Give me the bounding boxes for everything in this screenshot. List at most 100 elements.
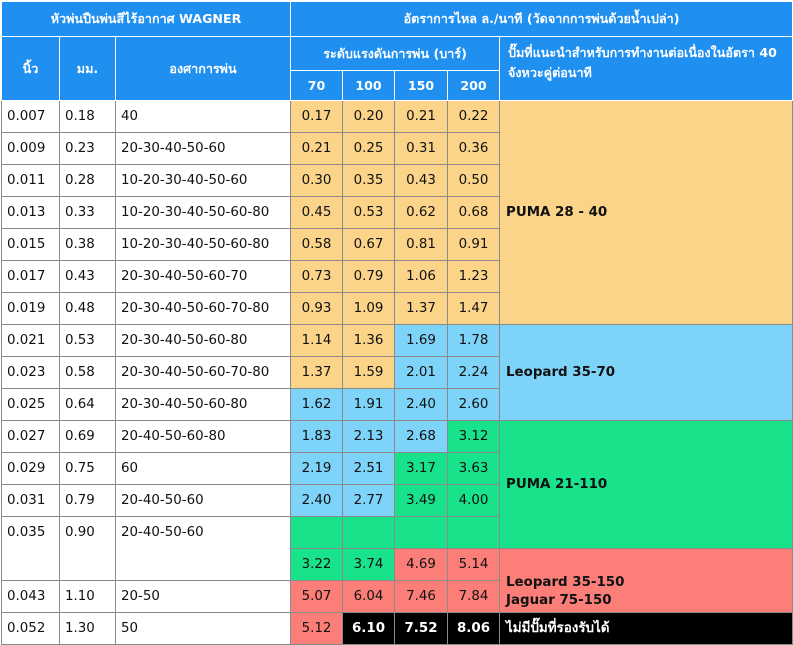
flow-200: 3.63 xyxy=(447,452,501,485)
nozzle-inch: 0.017 xyxy=(1,260,60,293)
nozzle-mm: 0.48 xyxy=(59,292,116,325)
flow-150: 0.43 xyxy=(394,164,449,197)
nozzle-inch: 0.013 xyxy=(1,196,60,229)
flow-200: 2.60 xyxy=(447,388,501,421)
flow-200: 0.22 xyxy=(447,100,501,133)
flow-200: 1.78 xyxy=(447,324,501,357)
flow-100: 1.59 xyxy=(342,356,396,389)
flow-100: 0.25 xyxy=(342,132,396,165)
flow-70: 1.14 xyxy=(290,324,344,357)
flow-70: 1.62 xyxy=(290,388,344,421)
empty-cell xyxy=(394,516,449,549)
col-inch: นิ้ว xyxy=(1,36,60,101)
nozzle-mm: 0.79 xyxy=(59,484,116,517)
spray-angles: 40 xyxy=(114,100,292,133)
flow-70: 3.22 xyxy=(290,548,344,581)
empty-cell xyxy=(447,516,501,549)
nozzle-inch: 0.007 xyxy=(1,100,60,133)
pump-none: ไม่มีปั๊มที่รองรับได้ xyxy=(499,612,793,645)
nozzle-mm: 1.30 xyxy=(59,612,116,645)
spray-angles: 20-30-40-50-60-70 xyxy=(114,260,292,293)
pressure-70: 70 xyxy=(290,70,344,101)
flow-100: 2.51 xyxy=(342,452,396,485)
nozzle-mm: 0.75 xyxy=(59,452,116,485)
nozzle-inch: 0.025 xyxy=(1,388,60,421)
flow-70: 0.17 xyxy=(290,100,344,133)
nozzle-title: หัวพ่นปืนพ่นสีไร้อากาศ WAGNER xyxy=(0,1,292,37)
table-row: 0.052 1.30 50 5.12 6.10 7.52 8.06 ไม่มีป… xyxy=(1,612,793,645)
spray-angles: 10-20-30-40-50-60 xyxy=(114,164,292,197)
spray-angles: 10-20-30-40-50-60-80 xyxy=(114,196,292,229)
nozzle-inch: 0.021 xyxy=(1,324,60,357)
flow-100: 1.36 xyxy=(342,324,396,357)
spray-angles: 20-30-40-50-60-80 xyxy=(114,388,292,421)
flow-70: 0.30 xyxy=(290,164,344,197)
pressure-150: 150 xyxy=(394,70,449,101)
pump-leopard-35-150: Leopard 35-150 xyxy=(506,575,625,590)
empty-cell xyxy=(290,516,344,549)
nozzle-mm: 0.38 xyxy=(59,228,116,261)
flow-100: 0.79 xyxy=(342,260,396,293)
spray-angles: 10-20-30-40-50-60-80 xyxy=(114,228,292,261)
nozzle-inch: 0.019 xyxy=(1,292,60,325)
spray-angles: 60 xyxy=(114,452,292,485)
spray-angles: 20-30-40-50-60-70-80 xyxy=(114,292,292,325)
flow-100: 3.74 xyxy=(342,548,396,581)
flow-100: 0.20 xyxy=(342,100,396,133)
flow-100: 2.77 xyxy=(342,484,396,517)
nozzle-inch: 0.009 xyxy=(1,132,60,165)
flow-150: 2.68 xyxy=(394,420,449,453)
flow-150: 7.52 xyxy=(394,612,449,645)
flow-rate-title: อัตราการไหล ล./นาที (วัดจากการพ่นด้วยน้ำ… xyxy=(290,1,793,37)
flow-150: 7.46 xyxy=(394,580,449,613)
flow-200: 3.12 xyxy=(447,420,501,453)
flow-70: 1.37 xyxy=(290,356,344,389)
flow-100: 6.04 xyxy=(342,580,396,613)
flow-150: 2.40 xyxy=(394,388,449,421)
flow-100: 6.10 xyxy=(342,612,396,645)
flow-200: 0.50 xyxy=(447,164,501,197)
empty-cell xyxy=(342,516,396,549)
table-row: 0.009 0.23 20-30-40-50-60 0.21 0.25 0.31… xyxy=(1,132,793,165)
pump-jaguar-75-150: Jaguar 75-150 xyxy=(506,593,612,608)
flow-70: 0.73 xyxy=(290,260,344,293)
spray-angles: 20-30-40-50-60 xyxy=(114,132,292,165)
nozzle-inch: 0.043 xyxy=(1,580,60,613)
flow-200: 7.84 xyxy=(447,580,501,613)
flow-150: 3.17 xyxy=(394,452,449,485)
pressure-100: 100 xyxy=(342,70,396,101)
table-row: 0.007 0.18 40 0.17 0.20 0.21 0.22 PUMA 2… xyxy=(1,100,793,325)
table-row: 0.013 0.33 10-20-30-40-50-60-80 0.45 0.5… xyxy=(1,196,793,229)
flow-150: 2.01 xyxy=(394,356,449,389)
flow-150: 3.49 xyxy=(394,484,449,517)
flow-150: 0.21 xyxy=(394,100,449,133)
flow-150: 1.06 xyxy=(394,260,449,293)
nozzle-inch: 0.015 xyxy=(1,228,60,261)
nozzle-mm: 0.58 xyxy=(59,356,116,389)
flow-70: 1.83 xyxy=(290,420,344,453)
flow-100: 0.67 xyxy=(342,228,396,261)
table-row: 0.035 0.90 20-40-50-60 xyxy=(1,516,793,581)
nozzle-inch: 0.035 xyxy=(1,516,60,581)
nozzle-mm: 0.53 xyxy=(59,324,116,357)
nozzle-inch: 0.031 xyxy=(1,484,60,517)
table-row: 0.023 0.58 20-30-40-50-60-70-80 1.37 1.5… xyxy=(1,356,793,389)
flow-70: 0.21 xyxy=(290,132,344,165)
spray-angles: 20-50 xyxy=(114,580,292,613)
flow-150: 1.37 xyxy=(394,292,449,325)
flow-200: 8.06 xyxy=(447,612,501,645)
table-row: 3.22 3.74 4.69 5.14 Leopard 35-150 Jagua… xyxy=(2,548,793,613)
table-row: 0.015 0.38 10-20-30-40-50-60-80 0.58 0.6… xyxy=(1,228,793,261)
flow-100: 1.91 xyxy=(342,388,396,421)
nozzle-mm: 0.33 xyxy=(59,196,116,229)
flow-70: 5.12 xyxy=(290,612,344,645)
nozzle-mm: 0.23 xyxy=(59,132,116,165)
nozzle-inch: 0.052 xyxy=(1,612,60,645)
flow-150: 0.62 xyxy=(394,196,449,229)
nozzle-mm: 0.28 xyxy=(59,164,116,197)
pressure-title: ระดับแรงดันการพ่น (บาร์) xyxy=(290,36,501,71)
spray-angles: 20-30-40-50-60-70-80 xyxy=(114,356,292,389)
table-row: 0.021 0.53 20-30-40-50-60-80 1.14 1.36 1… xyxy=(1,324,793,421)
pump-puma-21-110: PUMA 21-110 xyxy=(499,420,793,549)
flow-70: 0.93 xyxy=(290,292,344,325)
